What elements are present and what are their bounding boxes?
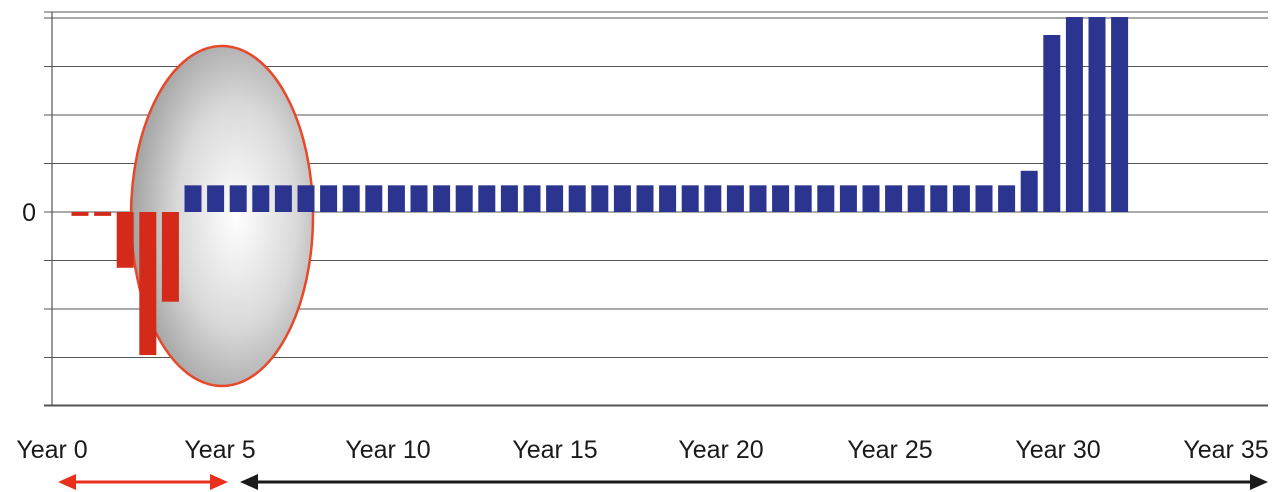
bar: [1043, 34, 1061, 212]
bar: [681, 185, 699, 212]
bar: [1020, 170, 1038, 212]
bar: [116, 212, 134, 268]
bar: [568, 185, 586, 212]
bar: [478, 185, 496, 212]
bar: [839, 185, 857, 212]
bar: [500, 185, 518, 212]
bar: [342, 185, 360, 212]
bar: [952, 185, 970, 212]
bar: [365, 185, 383, 212]
bar: [161, 212, 179, 302]
bar: [1065, 17, 1083, 213]
bar: [726, 185, 744, 212]
investment-period-arrow-head-left: [58, 474, 76, 490]
bar: [455, 185, 473, 212]
x-tick-label: Year 10: [345, 436, 430, 464]
bar: [546, 185, 564, 212]
bar: [975, 185, 993, 212]
bar: [591, 185, 609, 212]
bar: [139, 212, 157, 356]
highlight-oval: [129, 44, 315, 388]
bar: [817, 185, 835, 212]
bar: [297, 185, 315, 212]
bar: [410, 185, 428, 212]
bar: [885, 185, 903, 212]
bar: [772, 185, 790, 212]
bar: [229, 185, 247, 212]
bar: [1088, 17, 1106, 213]
bar: [252, 185, 270, 212]
bar: [704, 185, 722, 212]
bar: [1111, 17, 1129, 213]
bar: [659, 185, 677, 212]
bar: [523, 185, 541, 212]
return-period-arrow: [240, 474, 1268, 490]
bar: [274, 185, 292, 212]
bar: [184, 185, 202, 212]
bar: [71, 212, 89, 216]
x-tick-label: Year 5: [184, 436, 255, 464]
x-tick-label: Year 35: [1183, 436, 1268, 464]
bar: [749, 185, 767, 212]
bar: [930, 185, 948, 212]
x-tick-label: Year 25: [847, 436, 932, 464]
investment-period-arrow: [58, 474, 228, 490]
bar: [320, 185, 338, 212]
bar: [94, 212, 112, 216]
bar: [433, 185, 451, 212]
bar: [862, 185, 880, 212]
x-tick-label: Year 20: [678, 436, 763, 464]
return-period-arrow-head-right: [1250, 474, 1268, 490]
bar: [613, 185, 631, 212]
bar: [907, 185, 925, 212]
bar: [387, 185, 405, 212]
return-period-arrow-head-left: [240, 474, 258, 490]
x-tick-label: Year 30: [1015, 436, 1100, 464]
investment-period-arrow-head-right: [210, 474, 228, 490]
y-tick-label: 0: [22, 199, 36, 227]
bar: [207, 185, 225, 212]
bar: [794, 185, 812, 212]
x-tick-label: Year 15: [512, 436, 597, 464]
x-tick-label: Year 0: [16, 436, 87, 464]
bar: [998, 185, 1016, 212]
bar: [636, 185, 654, 212]
